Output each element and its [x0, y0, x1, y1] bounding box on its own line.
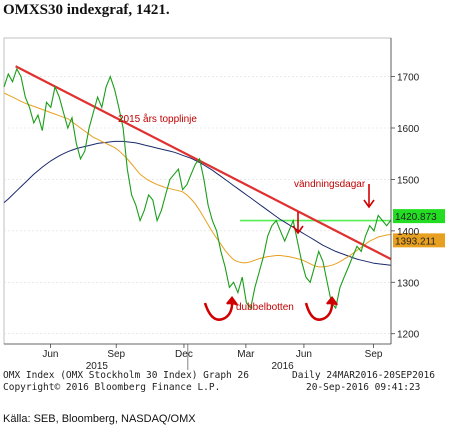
reversal-annotation: vändningsdagar [294, 179, 366, 190]
y-tick-label-1300: 1300 [397, 278, 420, 289]
series-line-1 [3, 92, 392, 268]
price-label-text-1: 1393.211 [395, 236, 436, 247]
price-line [3, 67, 392, 310]
y-tick-label-1200: 1200 [397, 330, 420, 341]
price-label-box-0 [393, 209, 445, 224]
x-month-label-4: Jun [296, 349, 312, 360]
y-tick-label-1500: 1500 [397, 175, 420, 186]
bottom-arrow-right [304, 295, 339, 321]
x-month-label-1: Sep [107, 349, 125, 360]
topline-trend-line [15, 65, 392, 261]
source-note: Källa: SEB, Bloomberg, NASDAQ/OMX [3, 413, 196, 425]
omxs30-chart: 1420.873 1393.211 1200 1300 1400 1500 1600 170… [3, 37, 445, 372]
footer-timestamp: 20-Sep-2016 09:41:23 [306, 382, 421, 393]
footer-index-name: OMX Index (OMX Stockholm 30 Index) Graph… [3, 370, 249, 381]
bottom-arrow-left [203, 295, 239, 321]
footer-copyright: Copyright© 2016 Bloomberg Finance L.P. [3, 382, 221, 393]
reversal-arrow-right [363, 184, 375, 209]
x-year-label-1: 2016 [272, 361, 295, 372]
annotations: 2015 års topplinje vändningsdagar dubbel… [118, 113, 375, 321]
x-year-label-0: 2015 [86, 361, 109, 372]
price-label-1: 1393.211 [393, 233, 445, 248]
reversal-arrow-left [292, 212, 304, 235]
x-month-label-5: Sep [365, 349, 383, 360]
double-bottom-annotation: dubbelbotten [236, 302, 294, 313]
x-month-label-0: Jun [42, 349, 58, 360]
x-month-label-2: Dec [175, 349, 193, 360]
y-axis: 1200 1300 1400 1500 1600 1700 [390, 38, 420, 344]
footer-range: Daily 24MAR2016-20SEP2016 [292, 370, 435, 381]
y-tick-label-1400: 1400 [397, 227, 420, 238]
x-month-label-3: Mar [237, 349, 255, 360]
price-label-0: 1420.873 [393, 209, 445, 224]
gridlines [4, 76, 391, 335]
series-lines: 1420.873 1393.211 [3, 65, 445, 310]
price-label-text-0: 1420.873 [395, 212, 437, 223]
y-tick-label-1700: 1700 [397, 73, 420, 84]
y-tick-label-1600: 1600 [397, 124, 420, 135]
chart-title: OMXS30 indexgraf, 1421. [3, 2, 170, 18]
price-label-box-1 [393, 233, 445, 248]
topline-annotation: 2015 års topplinje [118, 113, 197, 125]
